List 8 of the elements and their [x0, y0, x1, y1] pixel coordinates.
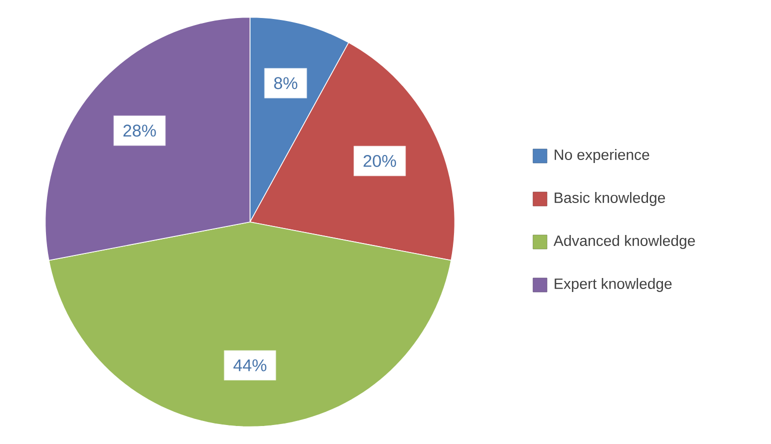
data-label: 44%	[233, 359, 266, 372]
legend-label: Basic knowledge	[554, 192, 665, 206]
data-label: 8%	[274, 77, 298, 90]
legend-label: Advanced knowledge	[554, 235, 695, 249]
legend-label: Expert knowledge	[554, 278, 672, 292]
data-label: 20%	[364, 154, 396, 167]
data-label: 28%	[123, 124, 156, 137]
legend-label: No experience	[554, 149, 650, 163]
